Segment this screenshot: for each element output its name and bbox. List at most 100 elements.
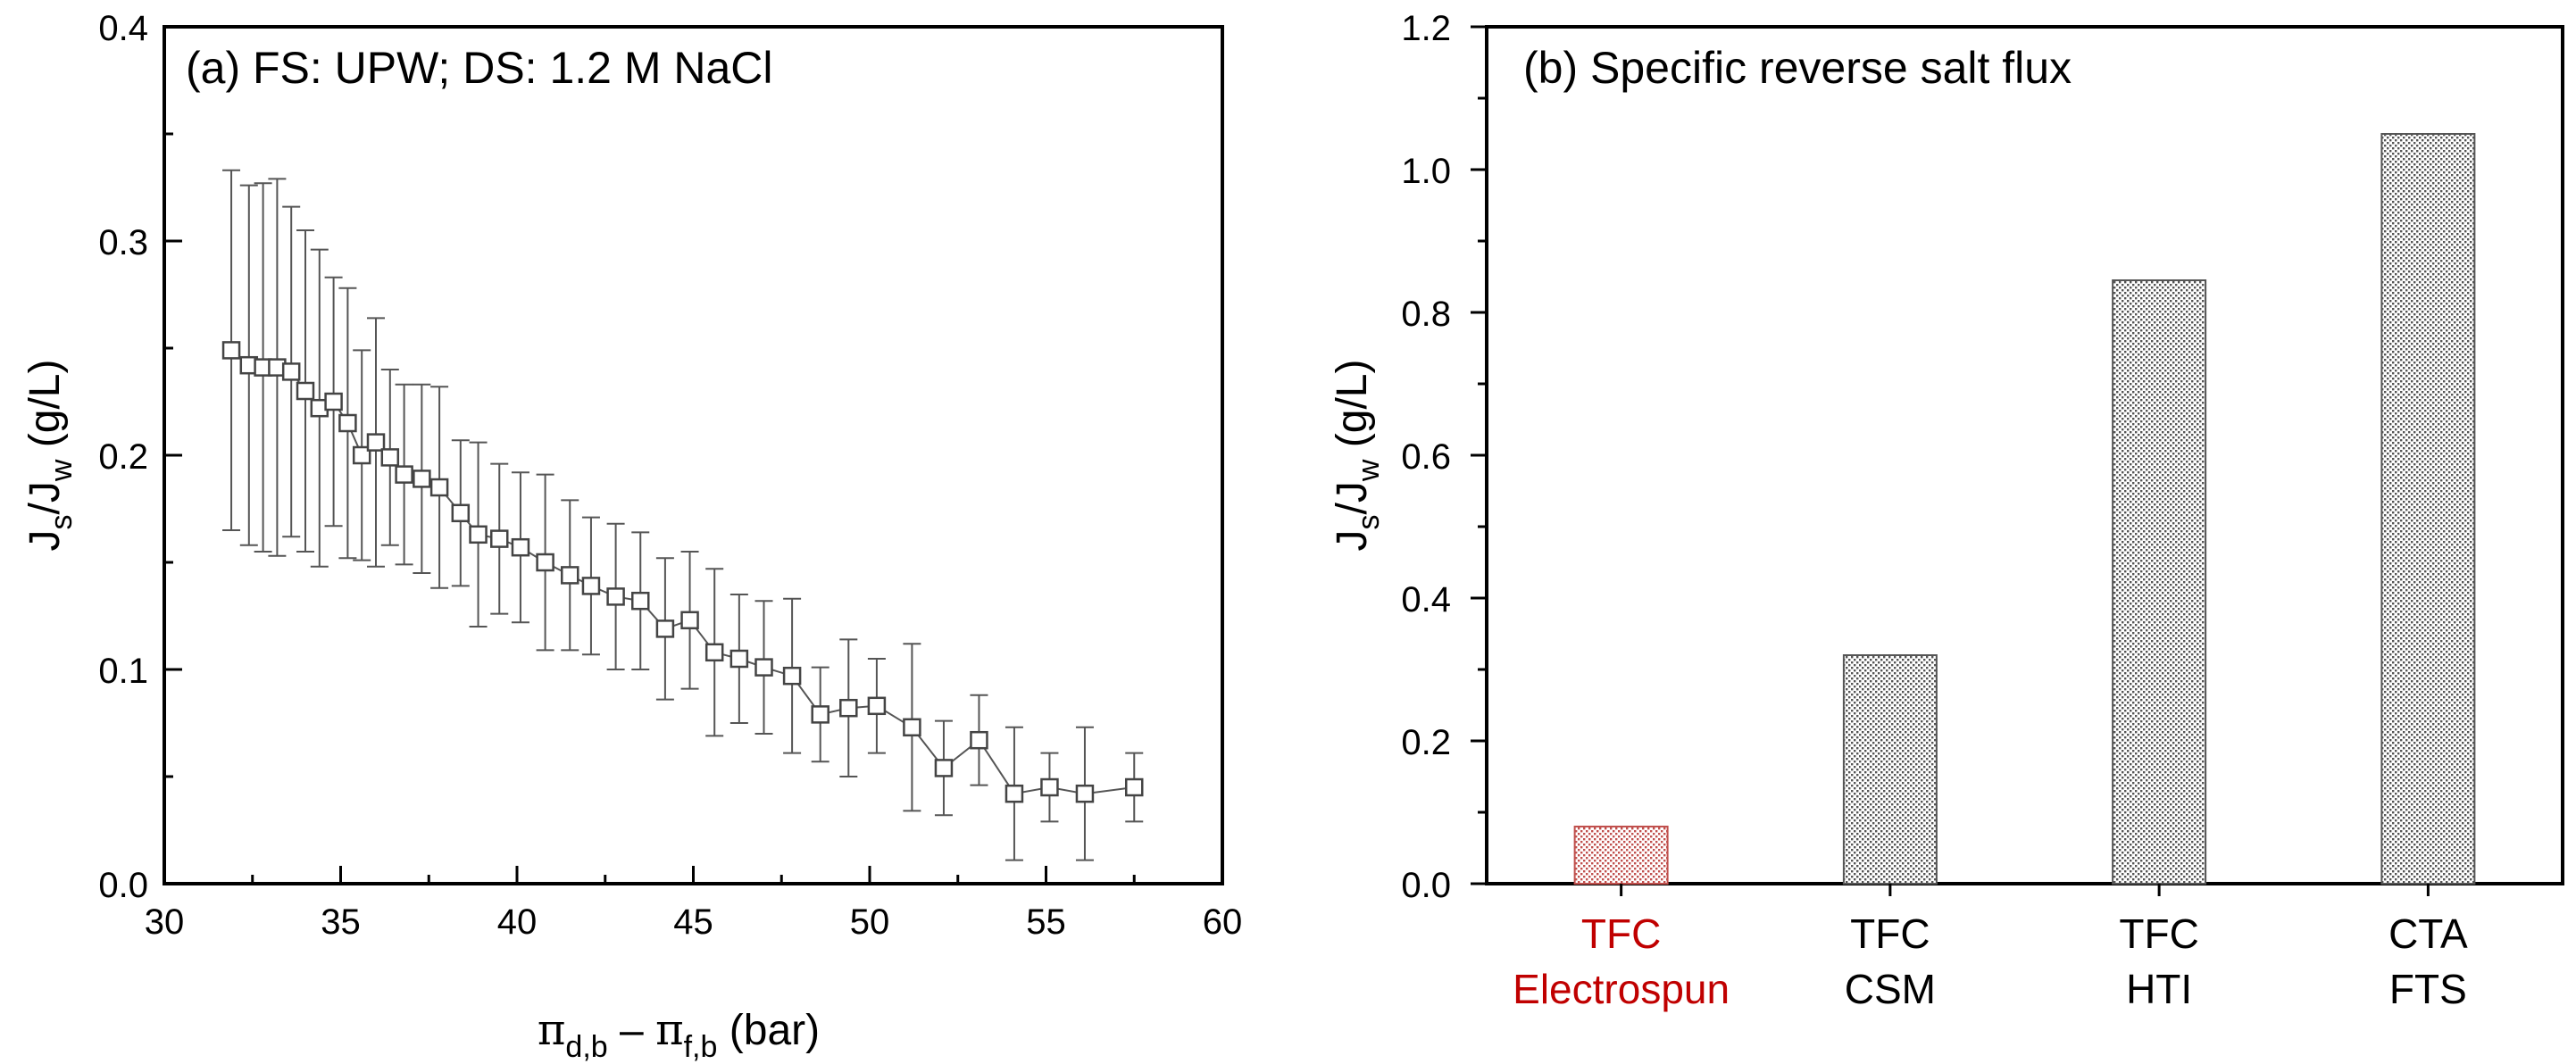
data-point-36 [1005,784,1024,803]
data-point-23 [631,591,650,611]
x-tick-label-a-4: 50 [850,902,890,942]
data-point-7 [324,392,343,411]
y-tick-label-a-2: 0.2 [98,437,148,477]
data-point-27 [729,649,749,669]
y-tick-label-b-2: 0.4 [1401,580,1451,619]
y-axis-label-a: Js/Jw (g/L) [21,360,79,552]
data-point-26 [704,643,724,662]
bar-2 [2112,279,2207,885]
y-label-b-sub-s: s [1352,514,1386,529]
category-label-line2-1: CSM [1845,966,1936,1012]
y-tick-label-a-3: 0.3 [98,223,148,262]
category-label-line1-3: CTA [2388,910,2468,957]
x-tick-label-a-3: 45 [673,902,713,942]
data-point-28 [754,658,773,677]
y-tick-label-b-1: 0.2 [1401,723,1451,762]
y-label-a-sub-s: s [45,514,79,529]
x-tick-label-a-6: 60 [1203,902,1243,942]
y-label-b-unit: (g/L) [1329,360,1376,460]
y-axis-label-b: Js/Jw (g/L) [1329,360,1386,552]
data-point-17 [490,529,509,548]
bar-1 [1842,654,1938,885]
y-label-b-sub-w: w [1352,459,1386,482]
panel-b-bar: 0.0 0.2 0.4 0.6 0.8 1.0 1.2 TFC Electrospun TFC C… [1329,9,2564,1012]
data-point-30 [811,705,829,724]
y-tick-label-a-1: 0.1 [98,652,148,691]
panel-title-a: (a) FS: UPW; DS: 1.2 M NaCl [186,43,773,93]
y-label-a-unit: (g/L) [21,360,69,460]
category-label-line2-0: Electrospun [1513,966,1730,1012]
panel-a-scatter: 0.0 0.1 0.2 0.3 0.4 30 35 40 45 50 55 60 (a) FS: U… [21,9,1242,1064]
markers-a [221,341,1144,803]
y-label-b-j: J [1329,529,1376,551]
data-point-18 [511,537,530,557]
data-point-31 [839,698,858,718]
x-tick-label-a-5: 55 [1026,902,1066,942]
data-point-14 [429,478,449,497]
data-point-25 [680,611,699,630]
y-label-b-slash: /J [1329,481,1376,514]
data-point-24 [655,619,675,638]
data-point-37 [1040,777,1059,797]
y-axis-ticks-b: 0.0 0.2 0.4 0.6 0.8 1.0 1.2 [1401,9,1487,905]
y-tick-label-b-3: 0.6 [1401,437,1451,477]
y-tick-label-b-0: 0.0 [1401,866,1451,905]
x-label-a-pi1: π [538,1005,566,1055]
category-label-line1-1: TFC [1850,910,1930,957]
series-line-a [230,349,1135,795]
y-tick-label-b-6: 1.2 [1401,9,1451,48]
data-point-39 [1125,777,1144,797]
x-tick-label-a-2: 40 [497,902,538,942]
data-point-35 [970,730,988,750]
x-tick-label-a-1: 35 [321,902,361,942]
x-axis-label-a: πd,b – πf,b (bar) [538,1005,820,1064]
y-label-a-sub-w: w [45,459,79,482]
data-point-4 [281,362,301,381]
data-point-29 [782,666,802,686]
data-point-0 [221,341,241,360]
category-label-line1-2: TFC [2119,910,2198,957]
category-label-line1-0: TFC [1581,910,1661,957]
bar-3 [2380,133,2476,885]
x-label-a-pi2: π [655,1005,684,1055]
data-point-15 [451,503,471,523]
data-point-11 [380,448,400,467]
data-point-5 [296,381,315,401]
y-axis-ticks-a: 0.0 0.1 0.2 0.3 0.4 [98,9,182,905]
y-tick-label-a-4: 0.4 [98,9,148,48]
bars-b [1573,133,2476,885]
data-point-10 [366,433,386,452]
data-point-16 [469,525,488,544]
data-point-19 [536,553,554,572]
x-label-a-sub1: d,b [565,1030,607,1064]
y-tick-label-b-4: 0.8 [1401,295,1451,334]
x-axis-ticks-a: 30 35 40 45 50 55 60 [145,866,1243,942]
y-label-a-slash: /J [21,481,69,514]
x-label-a-unit: (bar) [717,1007,820,1054]
data-point-34 [934,759,954,777]
x-label-a-sub2: f,b [684,1030,718,1064]
bar-0 [1573,826,1669,885]
data-point-9 [352,445,371,465]
y-tick-label-b-5: 1.0 [1401,152,1451,191]
x-tick-label-a-0: 30 [145,902,185,942]
data-point-38 [1075,784,1095,803]
x-label-a-dash: – [608,1007,655,1054]
error-bars-a [222,169,1144,861]
plot-frame-a [163,25,1224,885]
data-point-33 [903,718,921,737]
data-point-21 [581,577,601,595]
category-label-line2-2: HTI [2126,966,2192,1012]
data-point-12 [395,465,413,484]
data-point-20 [561,566,579,585]
category-labels-b: TFC Electrospun TFC CSM TFC HTI CTA FTS [1513,884,2468,1012]
data-point-22 [606,587,625,606]
data-point-32 [867,696,887,716]
data-point-13 [413,470,431,488]
data-point-8 [338,413,357,433]
y-tick-label-a-0: 0.0 [98,866,148,905]
category-label-line2-3: FTS [2389,966,2467,1012]
y-label-a-j: J [21,529,69,551]
panel-title-b: (b) Specific reverse salt flux [1523,43,2072,93]
